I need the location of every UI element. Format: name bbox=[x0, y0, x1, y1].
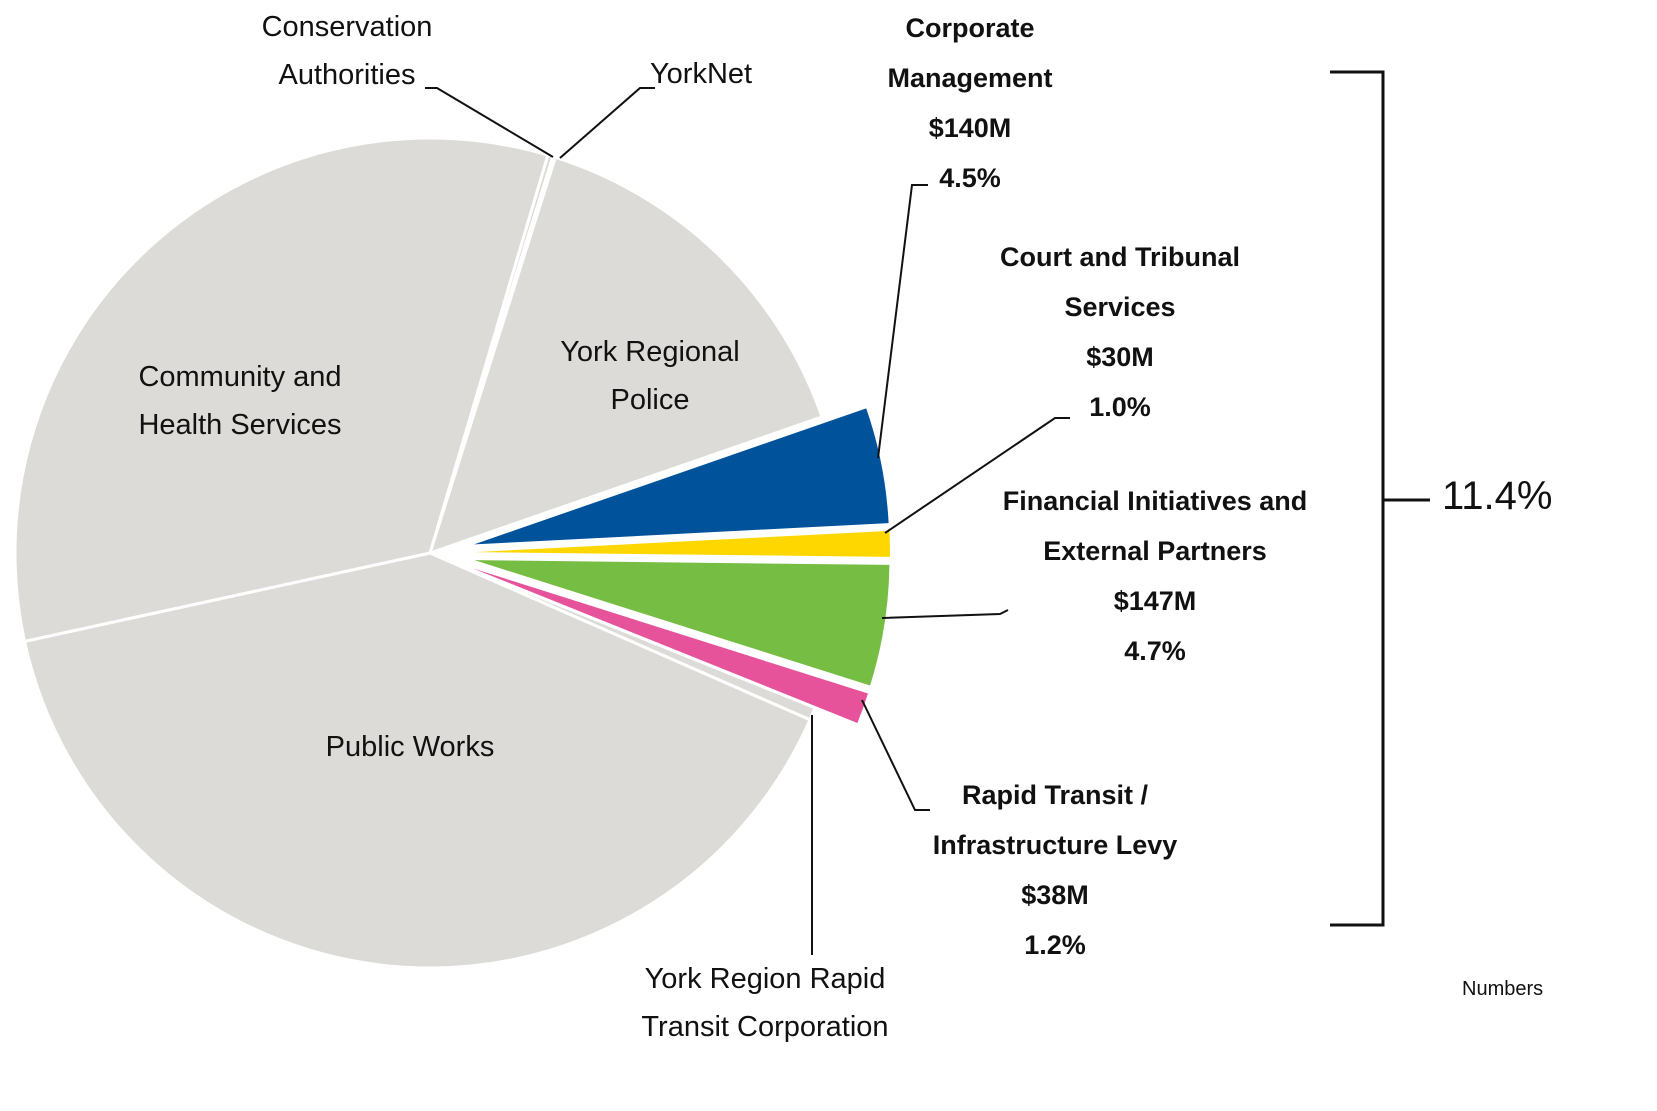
category-label: Conservation Authorities bbox=[261, 11, 433, 91]
bracket bbox=[1330, 70, 1430, 927]
slice bbox=[474, 530, 890, 557]
amount-label: $147M bbox=[1113, 586, 1197, 616]
leader-line bbox=[861, 699, 930, 811]
leader-lines bbox=[425, 87, 1070, 955]
value-label: 1.2% bbox=[1024, 930, 1086, 960]
slice-label: York Region Rapid Transit Corporation bbox=[600, 955, 930, 1051]
category-label: Financial Initiatives and External Partn… bbox=[1002, 486, 1308, 566]
slice-label: Court and Tribunal Services $30M 1.0% bbox=[960, 232, 1280, 432]
leader-line bbox=[559, 87, 655, 159]
note: Numbers bbox=[1462, 978, 1544, 1000]
slice bbox=[22, 551, 812, 970]
bracket-label: 11.4% bbox=[1442, 474, 1553, 518]
amount-label: $30M bbox=[1086, 342, 1154, 372]
leader-line bbox=[425, 87, 554, 158]
slice-label: YorkNet bbox=[650, 50, 790, 98]
amount-label: $140M bbox=[928, 113, 1012, 143]
category-label: Corporate Management bbox=[887, 13, 1053, 93]
slice-label: York Regional Police bbox=[530, 328, 770, 424]
amount-label: $38M bbox=[1021, 880, 1089, 910]
category-label: Court and Tribunal Services bbox=[1000, 242, 1240, 322]
category-label: Public Works bbox=[325, 731, 495, 763]
slice-label: Community and Health Services bbox=[110, 353, 370, 449]
category-label: Community and Health Services bbox=[138, 361, 342, 441]
slice-label: Financial Initiatives and External Partn… bbox=[1000, 476, 1310, 676]
value-label: 4.5% bbox=[939, 163, 1001, 193]
category-label: York Regional Police bbox=[560, 336, 740, 416]
category-label: Rapid Transit / Infrastructure Levy bbox=[932, 780, 1178, 860]
leader-line bbox=[881, 609, 1009, 619]
slice-label: Conservation Authorities bbox=[222, 3, 472, 99]
leader-line bbox=[884, 417, 1070, 534]
slice bbox=[427, 155, 824, 556]
slice bbox=[472, 568, 868, 723]
slice bbox=[13, 136, 550, 644]
slice bbox=[474, 408, 889, 545]
leader-line bbox=[877, 184, 928, 459]
slice bbox=[474, 560, 890, 686]
category-label: York Region Rapid Transit Corporation bbox=[641, 963, 889, 1043]
slices bbox=[13, 136, 890, 970]
value-label: 1.0% bbox=[1089, 392, 1151, 422]
bracket-line bbox=[1330, 70, 1385, 927]
category-label: YorkNet bbox=[650, 58, 753, 90]
value-label: 4.7% bbox=[1124, 636, 1186, 666]
slice-label: Corporate Management $140M 4.5% bbox=[850, 3, 1090, 203]
slice-label: Public Works bbox=[290, 723, 530, 771]
slice-label: Rapid Transit / Infrastructure Levy $38M 1… bbox=[920, 770, 1190, 970]
